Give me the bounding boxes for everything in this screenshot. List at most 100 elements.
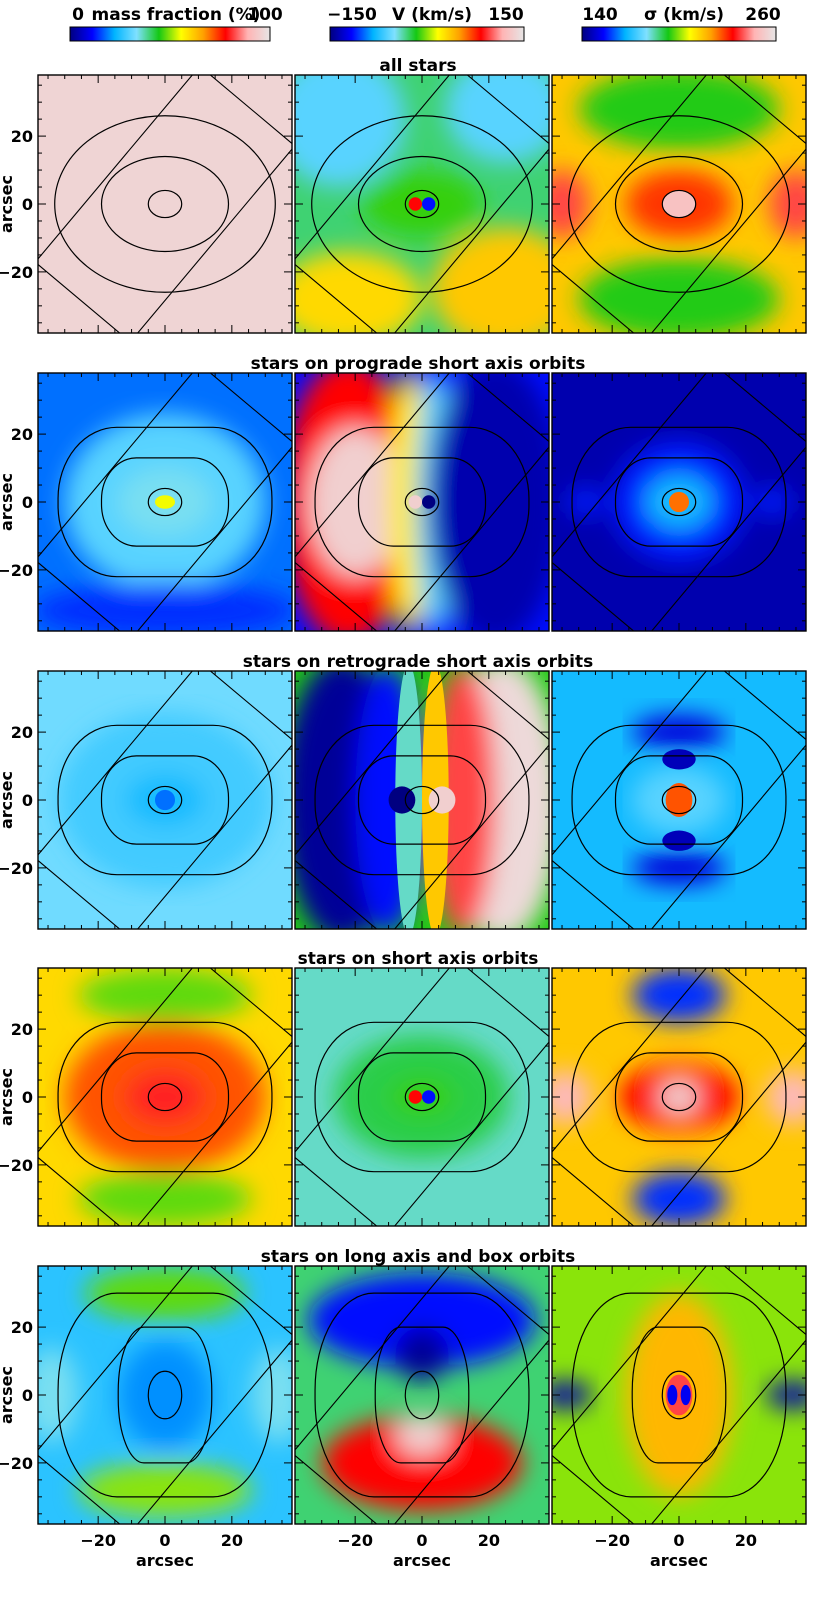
contour-line xyxy=(314,1021,530,1173)
contours xyxy=(314,1292,530,1498)
map-feature xyxy=(408,197,422,211)
map-feature xyxy=(632,1171,726,1226)
kinematic-footprint xyxy=(552,671,806,929)
kinematic-footprint xyxy=(552,1266,806,1524)
contour-line xyxy=(571,1021,787,1173)
map-feature xyxy=(752,488,793,516)
y-axis-label: arcsec xyxy=(0,1366,16,1424)
map-feature xyxy=(662,190,696,218)
map-feature xyxy=(428,373,549,631)
panel-retrograde-velocity xyxy=(294,670,550,930)
panel-map xyxy=(295,671,549,929)
y-axis-label: arcsec xyxy=(0,1068,16,1126)
map-feature xyxy=(388,786,416,814)
row-title-long-axis-box: stars on long axis and box orbits xyxy=(261,1247,576,1267)
contours xyxy=(571,724,787,876)
kinematic-footprint xyxy=(295,968,549,1226)
panel-map xyxy=(38,373,292,631)
panel-prograde-mass-fraction xyxy=(37,372,293,632)
contour-line xyxy=(614,155,744,253)
contour-line xyxy=(100,155,230,253)
contours xyxy=(571,1292,787,1498)
contour-line xyxy=(404,487,440,517)
map-feature xyxy=(578,258,780,333)
tick-marks xyxy=(552,671,806,929)
map-feature xyxy=(578,75,780,150)
panels xyxy=(37,74,807,1525)
contour-line xyxy=(661,487,697,517)
contour-line xyxy=(571,1292,787,1498)
x-tick-label: 20 xyxy=(735,1531,757,1550)
contour-line xyxy=(357,1052,487,1142)
x-tick-label: −20 xyxy=(594,1531,630,1550)
contour-line xyxy=(314,724,530,876)
tick-marks xyxy=(38,671,292,929)
panel-map xyxy=(38,1266,292,1524)
contour-line xyxy=(374,1326,470,1464)
x-tick-label: −20 xyxy=(337,1531,373,1550)
colorbar-velocity-label: V (km/s) xyxy=(392,5,472,25)
contour-line xyxy=(100,457,230,547)
contour-line xyxy=(568,115,790,293)
panel-map xyxy=(295,968,549,1226)
tick-marks xyxy=(295,968,549,1226)
map-feature xyxy=(662,749,696,770)
map-feature xyxy=(552,170,589,238)
contour-line xyxy=(357,755,487,845)
row-title-prograde: stars on prograde short axis orbits xyxy=(251,354,586,374)
map-feature xyxy=(428,786,456,814)
contour-line xyxy=(147,785,183,815)
colorbar-mass: 0 mass fraction (%) 100 xyxy=(69,5,283,42)
colorbar-velocity-min: −150 xyxy=(327,5,377,25)
kinematic-footprint xyxy=(295,75,549,333)
tick-marks xyxy=(552,373,806,631)
contour-line xyxy=(661,785,697,815)
contours xyxy=(311,115,533,293)
x-tick-label: 0 xyxy=(159,1531,170,1550)
colorbar-velocity-bar xyxy=(329,26,525,42)
panel-all-stars-mass-fraction xyxy=(37,74,293,334)
x-tick-label: 0 xyxy=(416,1531,427,1550)
panel-map xyxy=(552,1266,806,1524)
tick-marks xyxy=(295,373,549,631)
map-feature xyxy=(154,789,176,811)
map-feature xyxy=(124,1069,206,1125)
contour-line xyxy=(57,724,273,876)
panel-retrograde-mass-fraction xyxy=(37,670,293,930)
map-feature xyxy=(667,1384,678,1406)
map-feature xyxy=(118,1340,212,1450)
panel-map xyxy=(552,75,806,333)
panel-all-stars-dispersion xyxy=(551,74,807,334)
panel-map xyxy=(38,75,292,333)
kinematic-footprint xyxy=(552,75,806,333)
contour-line xyxy=(571,724,787,876)
panel-long-axis-box-dispersion xyxy=(551,1265,807,1525)
kinematic-footprint xyxy=(38,373,292,631)
panel-map xyxy=(552,968,806,1226)
contour-line xyxy=(357,155,487,253)
x-tick-label: 20 xyxy=(221,1531,243,1550)
contour-line xyxy=(147,189,183,219)
map-feature xyxy=(295,251,422,333)
contour-line xyxy=(57,1021,273,1173)
tick-marks xyxy=(38,968,292,1226)
y-tick-label: 20 xyxy=(11,127,33,146)
panel-long-axis-box-mass-fraction xyxy=(37,1265,293,1525)
colorbar-mass-bar xyxy=(69,26,271,42)
y-tick-label: 20 xyxy=(11,1318,33,1337)
panel-map xyxy=(295,1266,549,1524)
map-feature xyxy=(665,783,693,817)
contour-line xyxy=(100,1052,230,1142)
colorbar-dispersion-bar xyxy=(581,26,777,42)
colorbar-dispersion: 140 σ (km/s) 260 xyxy=(581,5,781,42)
row-title-short-axis: stars on short axis orbits xyxy=(298,949,539,969)
x-axis-label: arcsec xyxy=(393,1551,451,1570)
kinematic-footprint xyxy=(295,671,549,929)
map-feature xyxy=(422,1090,436,1104)
kinematic-footprint xyxy=(552,968,806,1226)
contour-line xyxy=(57,426,273,578)
map-feature xyxy=(422,495,436,509)
contour-line xyxy=(571,426,787,578)
tick-marks xyxy=(38,75,292,333)
tick-marks xyxy=(295,671,549,929)
